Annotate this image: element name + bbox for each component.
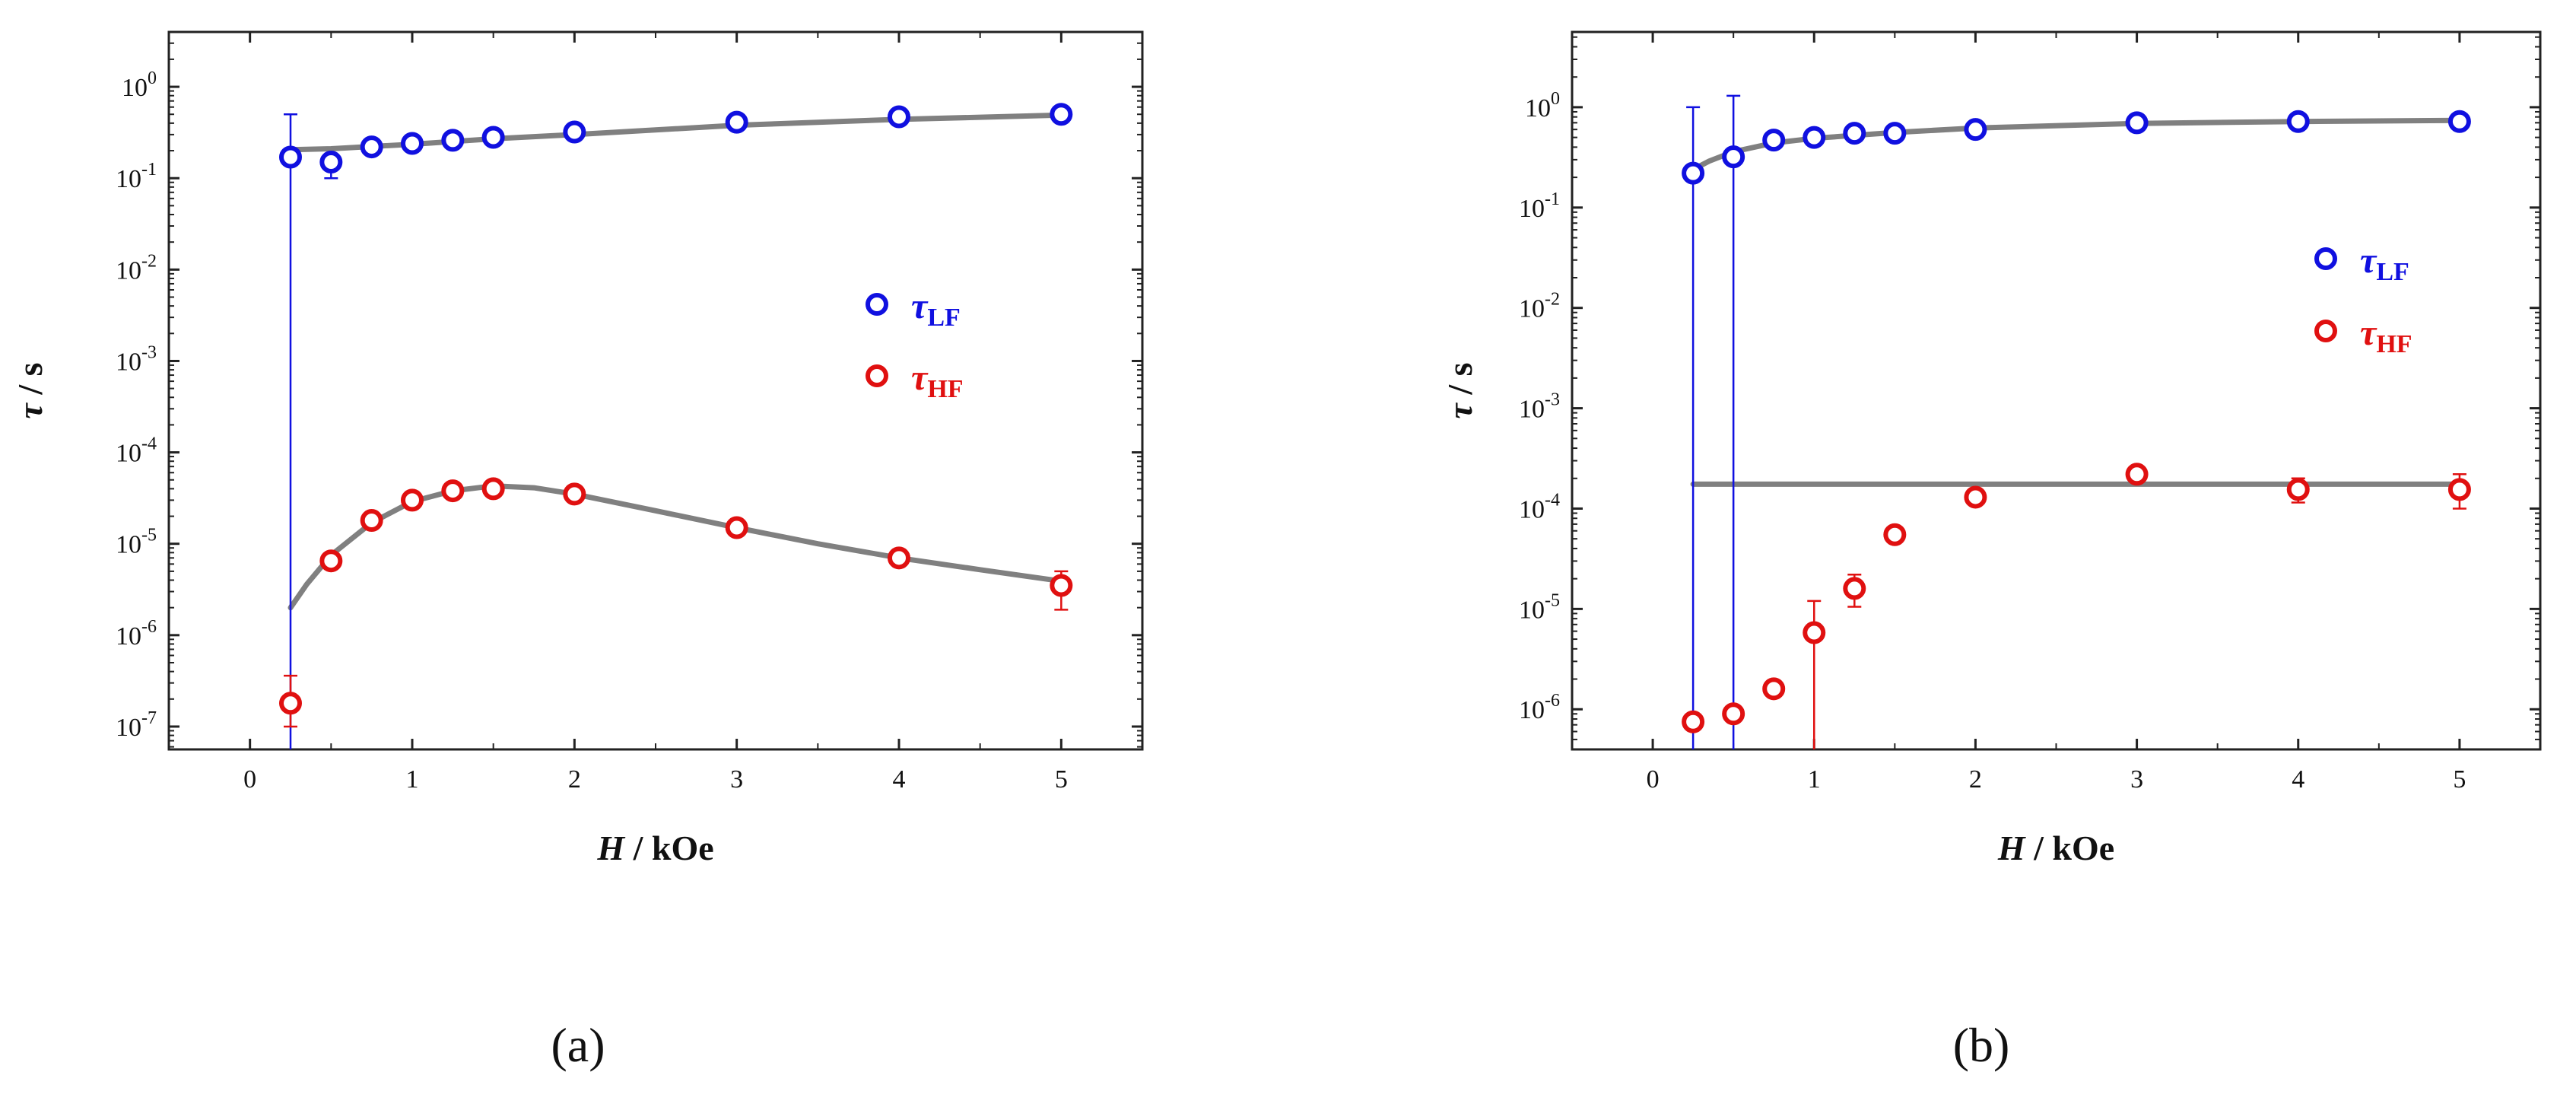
data-point — [725, 110, 748, 134]
x-tick-label: 3 — [730, 765, 743, 794]
data-point — [1964, 118, 1987, 142]
data-point — [2286, 110, 2310, 133]
data-point — [1050, 574, 1073, 597]
data-point — [401, 132, 424, 155]
x-tick-label: 0 — [243, 765, 256, 794]
data-point — [2125, 111, 2149, 135]
x-tick-label: 4 — [2292, 765, 2304, 794]
y-tick-label: 10-2 — [1519, 290, 1560, 323]
x-tick-label: 2 — [568, 765, 581, 794]
data-point — [1682, 161, 1705, 185]
y-tick-label: 10-5 — [1519, 590, 1560, 624]
data-point — [481, 477, 505, 501]
y-tick-label: 100 — [1525, 89, 1560, 122]
y-tick-label: 10-2 — [116, 251, 157, 285]
legend-marker — [2314, 247, 2337, 270]
plot-frame — [167, 30, 1144, 751]
data-point — [2286, 478, 2310, 501]
data-point — [441, 479, 465, 503]
data-point — [279, 145, 302, 169]
panel-label: (a) — [551, 1018, 605, 1072]
data-point — [441, 129, 465, 152]
legend-label: τLF — [911, 286, 961, 332]
x-axis-title: H / kOe — [596, 829, 713, 867]
data-point — [1883, 122, 1907, 145]
data-point — [1883, 523, 1907, 546]
data-point — [725, 516, 748, 539]
data-point — [279, 692, 302, 715]
data-point — [319, 151, 343, 174]
data-point — [1843, 122, 1866, 145]
y-tick-label: 10-4 — [1519, 490, 1560, 523]
data-point — [360, 135, 383, 159]
y-tick-label: 10-3 — [1519, 390, 1560, 424]
data-point — [1843, 577, 1866, 600]
data-point — [1762, 677, 1786, 701]
y-tick-label: 10-6 — [1519, 691, 1560, 724]
data-point — [1722, 702, 1745, 726]
y-tick-label: 10-1 — [1519, 189, 1560, 223]
data-point — [1964, 485, 1987, 509]
data-point — [2447, 110, 2471, 133]
y-axis-title: τ / s — [1440, 362, 1479, 418]
chart-panel-a: 0 1 2 3 4 5 10-7 10-6 10-5 10-4 10-3 10-2 10-1 100 H /… — [11, 30, 1144, 1072]
data-point — [360, 509, 383, 533]
data-point — [1803, 621, 1826, 644]
y-tick-label: 10-6 — [116, 617, 157, 651]
chart-panel-b: 0 1 2 3 4 5 10-6 10-5 10-4 10-3 10-2 10-1 100 H / kOe… — [1440, 30, 2542, 1072]
x-tick-label: 1 — [406, 765, 419, 794]
data-point — [1050, 103, 1073, 126]
data-point — [888, 546, 910, 570]
data-point — [481, 126, 505, 149]
fit-curve — [287, 112, 1064, 153]
y-tick-label: 10-1 — [116, 160, 157, 193]
x-axis-title: H / kOe — [1997, 829, 2114, 867]
data-point — [563, 482, 586, 506]
legend-marker — [866, 293, 888, 316]
legend-label: τLF — [2360, 240, 2409, 286]
data-point — [319, 549, 343, 573]
legend-label: τHF — [2360, 313, 2412, 358]
y-tick-label: 10-3 — [116, 342, 157, 376]
y-tick-label: 10-4 — [116, 434, 157, 468]
x-tick-label: 3 — [2130, 765, 2143, 794]
data-point — [1682, 710, 1705, 733]
data-point — [2447, 478, 2471, 501]
data-point — [2125, 463, 2149, 486]
x-tick-label: 1 — [1808, 765, 1821, 794]
data-point — [1803, 126, 1826, 149]
x-tick-label: 5 — [2453, 765, 2466, 794]
x-tick-label: 5 — [1055, 765, 1068, 794]
data-point — [563, 120, 586, 144]
y-tick-label: 100 — [122, 68, 157, 102]
x-tick-label: 2 — [1969, 765, 1982, 794]
x-tick-label: 0 — [1647, 765, 1660, 794]
legend-marker — [2314, 320, 2337, 342]
data-point — [401, 488, 424, 512]
legend-label: τHF — [911, 358, 964, 403]
data-point — [1722, 145, 1745, 169]
fit-curve — [287, 483, 1064, 611]
data-point — [888, 105, 910, 129]
x-tick-label: 4 — [893, 765, 906, 794]
plot-frame — [1571, 30, 2542, 751]
data-point — [1762, 129, 1786, 152]
y-tick-label: 10-7 — [116, 708, 157, 742]
legend-marker — [866, 364, 888, 387]
y-axis-title: τ / s — [11, 362, 49, 418]
y-tick-label: 10-5 — [116, 526, 157, 559]
panel-label: (b) — [1953, 1018, 2010, 1072]
